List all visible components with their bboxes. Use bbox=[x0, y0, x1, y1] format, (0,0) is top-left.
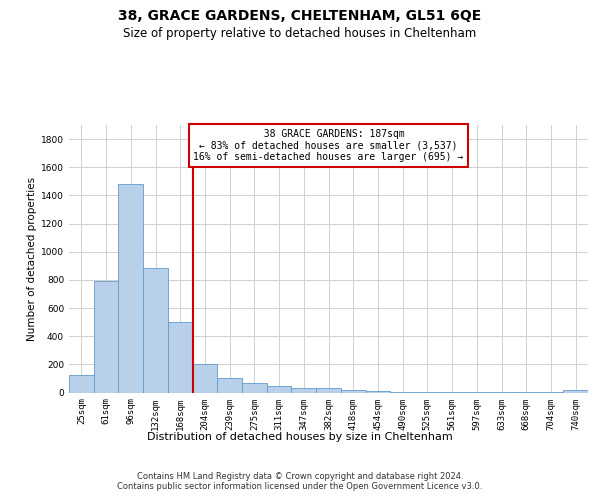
Bar bbox=[341, 390, 365, 392]
Bar bbox=[365, 391, 390, 392]
Bar bbox=[267, 386, 292, 392]
Text: Contains HM Land Registry data © Crown copyright and database right 2024.
Contai: Contains HM Land Registry data © Crown c… bbox=[118, 472, 482, 491]
Bar bbox=[94, 280, 118, 392]
Text: Size of property relative to detached houses in Cheltenham: Size of property relative to detached ho… bbox=[124, 28, 476, 40]
Bar bbox=[292, 388, 316, 392]
Text: 38, GRACE GARDENS, CHELTENHAM, GL51 6QE: 38, GRACE GARDENS, CHELTENHAM, GL51 6QE bbox=[118, 9, 482, 23]
Y-axis label: Number of detached properties: Number of detached properties bbox=[27, 176, 37, 341]
Bar bbox=[563, 390, 588, 392]
Text: 38 GRACE GARDENS: 187sqm
← 83% of detached houses are smaller (3,537)
16% of sem: 38 GRACE GARDENS: 187sqm ← 83% of detach… bbox=[193, 129, 464, 162]
Bar bbox=[168, 322, 193, 392]
Bar bbox=[193, 364, 217, 392]
Bar bbox=[217, 378, 242, 392]
Bar bbox=[242, 384, 267, 392]
Bar bbox=[118, 184, 143, 392]
Bar bbox=[69, 375, 94, 392]
Bar bbox=[143, 268, 168, 392]
Bar bbox=[316, 388, 341, 392]
Text: Distribution of detached houses by size in Cheltenham: Distribution of detached houses by size … bbox=[147, 432, 453, 442]
